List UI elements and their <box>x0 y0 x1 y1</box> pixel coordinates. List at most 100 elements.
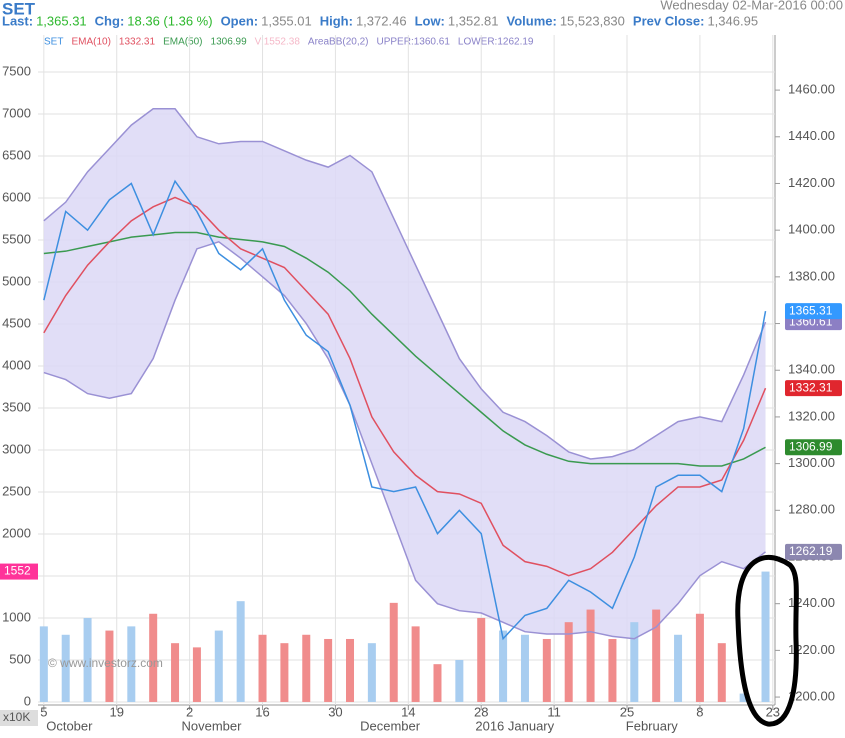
volume-bar <box>630 622 639 702</box>
legend-value: 1332.31 <box>119 37 156 48</box>
stat-label: Volume: <box>507 13 557 28</box>
x-tick-label: 23 <box>766 704 780 719</box>
series-line <box>43 179 767 641</box>
stat-value: 15,523,830 <box>560 13 625 28</box>
volume-bar <box>367 643 376 702</box>
price-tag <box>785 439 842 456</box>
y-tick-label: 5500 <box>2 231 31 246</box>
price-tag-label: 1365.31 <box>789 303 833 317</box>
stat-value: 1,352.81 <box>448 13 499 28</box>
legend-entry: LOWER:1262.19 <box>458 37 534 48</box>
volume-bar <box>236 601 245 702</box>
volume-bar <box>389 602 398 702</box>
volume-bar <box>477 617 486 702</box>
volume-bar <box>652 609 661 702</box>
volume-bar <box>346 638 355 702</box>
month-label: December <box>360 718 421 733</box>
x-tick-label: 25 <box>620 704 634 719</box>
stat-label: Prev Close: <box>633 13 705 28</box>
symbol: SET <box>2 0 36 18</box>
y2-tick-label: 1420.00 <box>788 175 835 190</box>
series-line <box>43 241 766 640</box>
y2-tick-label: 1280.00 <box>788 502 835 517</box>
month-label: 2016 January <box>475 718 554 733</box>
y2-tick-label: 1220.00 <box>788 642 835 657</box>
series-line <box>43 196 767 577</box>
volume-bar <box>564 622 573 702</box>
price-tag <box>785 543 842 560</box>
y2-tick-label: 1460.00 <box>788 82 835 97</box>
price-tag <box>785 380 842 397</box>
y2-tick-label: 1300.00 <box>788 455 835 470</box>
volume-bar <box>542 638 551 702</box>
date: Wednesday 02-Mar-2016 00:00 <box>660 0 843 12</box>
y2-tick-label: 1200.00 <box>788 689 835 704</box>
stat-value: 1,372.46 <box>356 13 407 28</box>
volume-bar <box>105 630 114 702</box>
y-tick-label: 1000 <box>2 609 31 624</box>
volume-bar <box>61 634 70 702</box>
price-tag-label: 1306.99 <box>789 439 833 453</box>
y-tick-label: 500 <box>9 651 31 666</box>
y2-tick-label: 1380.00 <box>788 268 835 283</box>
volume-bar <box>192 647 201 702</box>
x-tick-label: 11 <box>547 704 561 719</box>
volume-bar <box>324 638 333 702</box>
watermark: © www.investorz.com <box>48 656 163 670</box>
volume-bar <box>499 630 508 702</box>
stat-value: 1,346.95 <box>707 13 758 28</box>
volume-bar <box>761 571 770 702</box>
bb-fill <box>43 108 766 639</box>
y-tick-label: 4500 <box>2 315 31 330</box>
price-tag <box>785 303 842 320</box>
y-tick-label: 3500 <box>2 399 31 414</box>
series-line <box>43 231 766 467</box>
legend-entry: EMA(10) <box>71 37 110 48</box>
legend-entry: AreaBB(20,2) <box>308 37 369 48</box>
y-tick-label: 3000 <box>2 441 31 456</box>
stat-label: Open: <box>221 13 259 28</box>
x-tick-label: 8 <box>696 704 703 719</box>
volume-bar <box>83 617 92 702</box>
volume-bar <box>214 630 223 702</box>
legend-entry: V:1552.38 <box>255 37 301 48</box>
volume-bar <box>411 626 420 702</box>
x-tick-label: 2 <box>186 704 193 719</box>
volume-bar <box>433 664 442 702</box>
stat-value: 18.36 (1.36 %) <box>127 13 212 28</box>
volume-bar <box>149 613 158 702</box>
month-label: October <box>46 718 93 733</box>
price-tag-label: 1262.19 <box>789 544 833 558</box>
y2-tick-label: 1320.00 <box>788 408 835 423</box>
x-tick-label: 19 <box>109 704 123 719</box>
stat-label: Chg: <box>95 13 125 28</box>
volume-bar <box>674 634 683 702</box>
hand-drawn-circle <box>735 554 799 727</box>
stat-value: 1,365.31 <box>36 13 87 28</box>
volume-bar <box>171 643 180 702</box>
stat-value: 1,355.01 <box>261 13 312 28</box>
y-tick-label: 7000 <box>2 105 31 120</box>
y-tick-label: 5000 <box>2 273 31 288</box>
volume-bar <box>739 693 748 702</box>
volume-bar <box>520 634 529 702</box>
price-tag-label: 1332.31 <box>789 380 833 394</box>
y-tick-label: 0 <box>24 693 31 708</box>
unit-box <box>0 710 38 726</box>
y-tick-label: 6500 <box>2 147 31 162</box>
y-tick-label: 4000 <box>2 357 31 372</box>
legend: SET EMA(10) 1332.31 EMA(50) 1306.99 V:1552.38… <box>44 37 534 48</box>
y-unit: x10K <box>3 710 30 724</box>
x-tick-label: 28 <box>474 704 488 719</box>
month-label: November <box>182 718 243 733</box>
y-tick-label: 7500 <box>2 63 31 78</box>
x-tick-label: 14 <box>401 704 415 719</box>
volume-bar <box>127 626 136 702</box>
x-tick-label: 16 <box>255 704 269 719</box>
volume-tag <box>0 563 38 580</box>
volume-bar <box>39 626 48 702</box>
series-line <box>43 108 767 460</box>
legend-entry: SET <box>44 37 63 48</box>
